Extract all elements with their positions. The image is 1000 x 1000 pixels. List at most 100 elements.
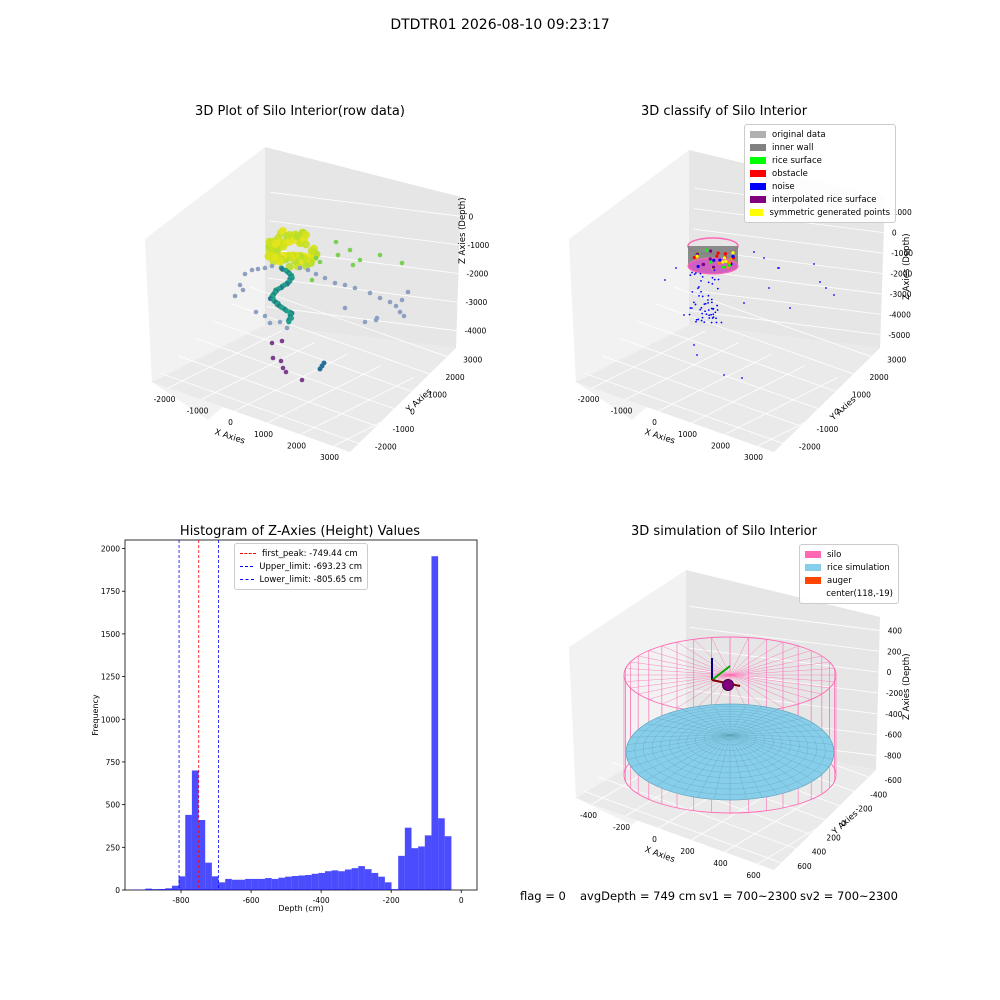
legend-label: symmetric generated points — [769, 207, 890, 218]
legend-label: rice surface — [772, 155, 822, 166]
silo-wire — [729, 674, 835, 682]
histogram-bar — [178, 876, 186, 890]
legend-label: auger — [827, 575, 852, 586]
legend-swatch — [750, 157, 766, 164]
silo-wire — [661, 645, 731, 676]
noise-point — [707, 301, 710, 304]
panel2-legend: original data inner wall rice surface obsta… — [744, 124, 896, 223]
rice-mesh — [729, 734, 747, 800]
data-point — [301, 240, 310, 249]
noise-point — [789, 307, 791, 309]
rice-mesh — [729, 734, 823, 774]
data-point — [332, 280, 338, 286]
tick-label: 3000 — [320, 453, 339, 460]
histogram-bar — [404, 827, 412, 890]
data-point — [269, 263, 275, 269]
histogram-xlabel: Depth (cm) — [278, 904, 323, 913]
silo-wire — [729, 674, 830, 689]
tick-label: 0 — [652, 418, 657, 427]
tick-label: -1000 — [468, 241, 490, 250]
tick-label: -2000 — [467, 270, 489, 279]
data-point — [357, 257, 363, 263]
classified-point — [724, 259, 728, 264]
rice-mesh — [637, 734, 731, 774]
histogram-bar — [431, 556, 439, 890]
data-point — [283, 369, 289, 375]
noise-point — [696, 354, 698, 356]
classified-point — [716, 251, 720, 255]
tick-label: 2000 — [711, 442, 730, 451]
simulation-3d-plot: -400-20002004006006004002000-200-400-600… — [569, 570, 903, 880]
tick-label: 0 — [892, 229, 897, 238]
tick-label: 200 — [887, 647, 902, 656]
noise-point — [704, 302, 707, 305]
tick-label: 1500 — [101, 630, 120, 639]
data-point — [253, 309, 259, 315]
classified-point — [723, 252, 728, 256]
tick-label: 600 — [746, 871, 761, 880]
noise-point — [715, 321, 718, 324]
legend-label: interpolated rice surface — [772, 194, 877, 205]
tick-label: 2000 — [446, 373, 465, 382]
tick-label: -1000 — [187, 407, 209, 416]
histogram-bar — [145, 888, 152, 890]
tick-label: 0 — [115, 886, 120, 895]
legend-swatch — [750, 144, 766, 151]
noise-point — [698, 294, 700, 297]
tick-label: -200 — [856, 805, 873, 814]
avg-depth-text: avgDepth = 749 cm — [580, 889, 697, 903]
raw-data-points — [232, 226, 411, 383]
noise-point — [777, 267, 779, 269]
silo-wire — [729, 639, 767, 676]
legend-swatch — [750, 196, 766, 203]
silo-wire — [729, 637, 749, 676]
data-point — [305, 267, 311, 273]
rice-mesh — [729, 734, 835, 753]
data-point — [270, 355, 276, 361]
legend-entry: noise — [750, 180, 890, 193]
silo-wire — [648, 674, 731, 700]
histogram-bar — [311, 873, 319, 890]
tick-label: -800 — [884, 752, 901, 761]
data-point — [242, 271, 248, 277]
sv1-text: sv1 = 700~2300 — [699, 889, 797, 903]
data-point — [264, 252, 273, 261]
data-point — [367, 290, 373, 296]
noise-point — [695, 320, 697, 323]
data-point — [373, 317, 379, 323]
silo-wire — [676, 674, 731, 709]
noise-point — [689, 274, 692, 277]
legend-swatch — [805, 551, 821, 558]
histogram-bar — [371, 872, 379, 890]
silo-wire — [661, 674, 731, 705]
legend-label: original data — [772, 129, 826, 140]
legend-swatch — [805, 590, 820, 597]
histogram-bar — [351, 868, 359, 890]
data-point — [397, 309, 403, 315]
noise-point — [712, 316, 715, 319]
noise-point — [700, 306, 703, 309]
data-point — [401, 313, 407, 319]
classified-point — [718, 258, 722, 262]
rice-mesh — [729, 734, 833, 760]
noise-point — [694, 303, 697, 306]
legend-swatch — [750, 131, 766, 138]
noise-point — [701, 295, 704, 298]
rice-mesh — [729, 713, 792, 736]
classified-point — [704, 248, 709, 252]
sv2-text: sv2 = 700~2300 — [800, 889, 898, 903]
data-point — [302, 231, 311, 240]
noise-point — [694, 272, 697, 274]
tick-label: -2000 — [891, 270, 913, 279]
noise-point — [710, 313, 712, 316]
classified-point — [692, 255, 696, 260]
data-point — [350, 262, 356, 268]
legend-entry: symmetric generated points — [750, 206, 890, 219]
noise-point — [693, 273, 696, 276]
histogram-bar — [305, 874, 312, 890]
noise-point — [833, 294, 835, 296]
rice-mesh — [729, 723, 815, 736]
legend-line-swatch — [240, 553, 256, 554]
tick-label: 250 — [106, 843, 121, 852]
rice-mesh — [627, 734, 731, 745]
